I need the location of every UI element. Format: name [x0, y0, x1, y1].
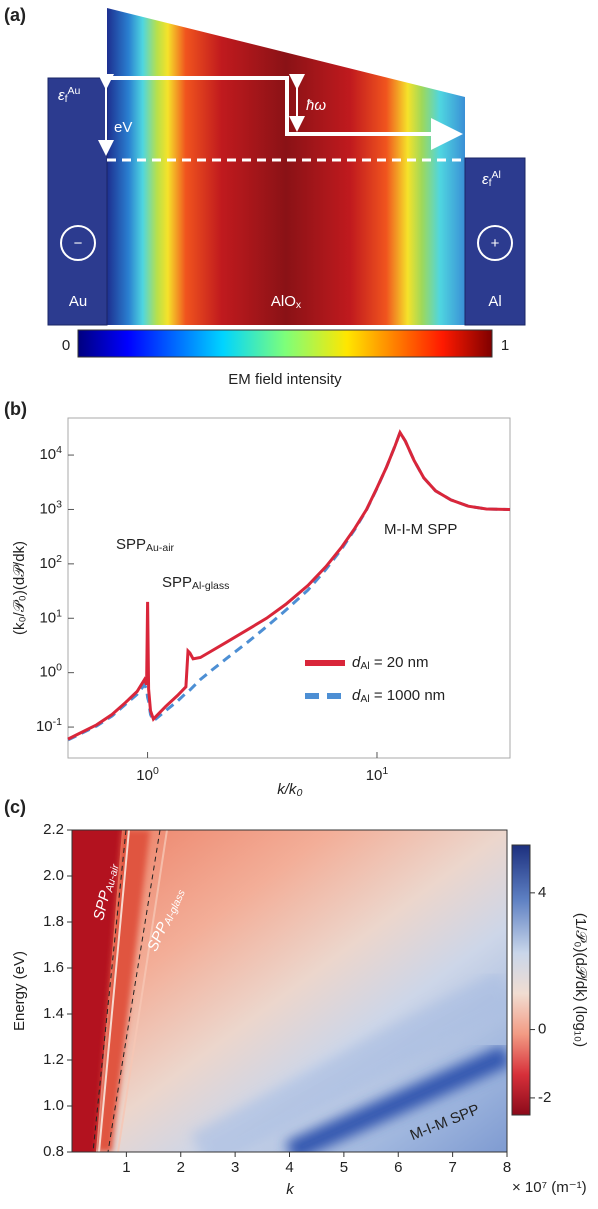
- annotation-part: SPP: [162, 574, 192, 591]
- insulator-field: [107, 8, 465, 325]
- bias-label: eV: [114, 119, 132, 136]
- annotation: SPPAu-air: [116, 536, 175, 554]
- colorbar-min: 0: [62, 337, 70, 354]
- y-tick-label: 1.2: [43, 1051, 64, 1068]
- y-tick-label-part: -1: [53, 716, 62, 728]
- fermi-level-label-part: f: [489, 177, 492, 189]
- fermi-level-label-part: ε: [482, 171, 489, 188]
- y-tick-label: 2.2: [43, 821, 64, 838]
- panel-label: (a): [4, 5, 26, 25]
- y-tick-label-part: 10: [39, 555, 56, 572]
- metal-label: Au: [69, 293, 87, 310]
- y-tick-label: 1.0: [43, 1097, 64, 1114]
- y-tick-label: 104: [39, 444, 62, 463]
- tunnel-arrow: [107, 76, 463, 150]
- al-electrode: [464, 157, 526, 326]
- y-tick-label: 102: [39, 553, 62, 572]
- fermi-level-label-part: Au: [68, 85, 81, 97]
- x-tick-label: 4: [285, 1159, 293, 1176]
- y-tick-label: 1.6: [43, 959, 64, 976]
- y-tick-label: 103: [39, 498, 62, 517]
- colorbar-tick-label: -2: [538, 1089, 551, 1106]
- colorbar-tick-label: 4: [538, 884, 546, 901]
- minus-circle: [60, 225, 96, 261]
- x-tick-label: 5: [340, 1159, 348, 1176]
- axis-label: (k₀/𝒫₀)(d𝒫/dk): [11, 541, 28, 635]
- y-tick-label-part: 10: [39, 609, 56, 626]
- x-tick-label: 8: [503, 1159, 511, 1176]
- plus-circle: [477, 225, 513, 261]
- y-tick-label: 1.8: [43, 913, 64, 930]
- heatmap-image: [72, 830, 507, 1152]
- data-line: [67, 429, 511, 741]
- y-tick-label-part: 10: [36, 718, 53, 735]
- fermi-level-label-part: ε: [58, 87, 65, 104]
- y-tick-label: 100: [39, 662, 62, 681]
- photon-label: ħω: [306, 97, 326, 114]
- x-tick-label-part: 1: [382, 765, 388, 777]
- x-tick-label: 7: [448, 1159, 456, 1176]
- fermi-level-label-part: Al: [492, 169, 501, 181]
- axis-label: k: [286, 1181, 295, 1198]
- legend-label: dAl = 20 nm: [352, 654, 428, 672]
- y-tick-label-part: 3: [56, 498, 62, 510]
- axis-label: Energy (eV): [11, 951, 28, 1031]
- annotation: SPPAl-glass: [162, 574, 229, 592]
- data-line: [67, 429, 511, 742]
- fermi-level-label: εfAl: [482, 169, 501, 189]
- x-tick-label: 2: [177, 1159, 185, 1176]
- x-tick-label: 100: [136, 765, 159, 784]
- y-tick-label-part: 0: [56, 662, 62, 674]
- insulator-label: AlOx: [271, 293, 302, 311]
- colorbar-label: (1/𝒫₀)(d𝒫/dk) (log₁₀): [572, 913, 589, 1047]
- panel-label: (b): [4, 399, 27, 419]
- colorbar-max: 1: [501, 337, 509, 354]
- axis-label: k/k₀: [277, 781, 303, 798]
- fermi-level-label: εfAu: [58, 85, 81, 105]
- colorbar: [511, 844, 531, 1116]
- x-tick-label: 1: [122, 1159, 130, 1176]
- y-tick-label: 0.8: [43, 1143, 64, 1160]
- annotation-part: SPP: [90, 889, 114, 922]
- metal-label: Al: [488, 293, 501, 310]
- colorbar: [77, 329, 493, 358]
- insulator-label-part: x: [296, 299, 302, 311]
- plot-frame: [67, 417, 511, 759]
- y-tick-label: 1.4: [43, 1005, 64, 1022]
- annotation-part: Al-glass: [192, 580, 229, 592]
- y-tick-label: 101: [39, 607, 62, 626]
- y-tick-label-part: 10: [39, 500, 56, 517]
- x-tick-label-part: 0: [153, 765, 159, 777]
- annotation-part: Au-air: [146, 542, 175, 554]
- sign: +: [491, 235, 500, 252]
- y-tick-label-part: 4: [56, 444, 62, 456]
- colorbar-tick-label: 0: [538, 1021, 546, 1038]
- legend-label: dAl = 1000 nm: [352, 687, 445, 705]
- y-tick-label: 10-1: [36, 716, 62, 735]
- annotation-part: SPP: [116, 536, 146, 553]
- x-tick-label-part: 10: [136, 767, 153, 784]
- y-tick-label-part: 10: [39, 446, 56, 463]
- colorbar-label: EM field intensity: [228, 371, 342, 388]
- y-tick-label-part: 2: [56, 553, 62, 565]
- y-tick-label-part: 10: [39, 664, 56, 681]
- x-tick-label: 3: [231, 1159, 239, 1176]
- y-tick-label: 2.0: [43, 867, 64, 884]
- annotation: M-I-M SPP: [384, 521, 457, 538]
- insulator-label-part: AlO: [271, 293, 296, 310]
- band-diagram: [47, 8, 526, 358]
- x-tick-label: 6: [394, 1159, 402, 1176]
- x-tick-label: 101: [366, 765, 389, 784]
- sign: −: [74, 235, 83, 252]
- au-electrode: [47, 77, 108, 326]
- fermi-level-label-part: f: [65, 93, 68, 105]
- x-tick-label-part: 10: [366, 767, 383, 784]
- axis-unit: × 10⁷ (m⁻¹): [512, 1179, 587, 1196]
- y-tick-label-part: 1: [56, 607, 62, 619]
- panel-label: (c): [4, 797, 26, 817]
